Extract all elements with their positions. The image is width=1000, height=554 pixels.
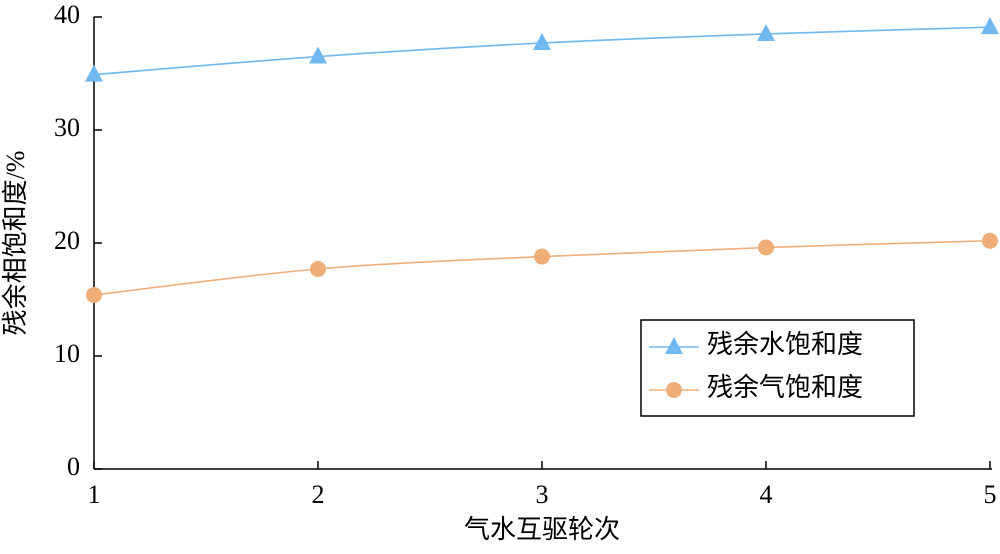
marker xyxy=(757,23,775,41)
marker xyxy=(981,17,999,35)
y-tick-label: 30 xyxy=(54,113,80,142)
marker xyxy=(758,239,774,256)
marker xyxy=(86,286,102,303)
legend-label: 残余水饱和度 xyxy=(707,330,863,359)
y-tick-label: 40 xyxy=(54,0,80,29)
x-tick-label: 5 xyxy=(984,480,997,509)
x-tick-label: 1 xyxy=(88,480,101,509)
legend-box xyxy=(640,319,915,417)
legend-label: 残余气饱和度 xyxy=(707,373,863,402)
marker xyxy=(982,232,998,249)
x-tick-label: 4 xyxy=(760,480,773,509)
x-tick-label: 2 xyxy=(312,480,325,509)
y-tick-label: 10 xyxy=(54,339,80,368)
marker xyxy=(534,248,550,265)
marker xyxy=(85,64,103,82)
legend-marker xyxy=(665,337,683,354)
x-axis-title: 气水互驱轮次 xyxy=(464,515,620,544)
y-axis-title: 残余相饱和度/% xyxy=(1,151,30,336)
y-tick-label: 0 xyxy=(67,452,80,481)
y-tick-label: 20 xyxy=(54,226,80,255)
marker xyxy=(533,32,551,50)
x-tick-label: 3 xyxy=(536,480,549,509)
marker xyxy=(309,46,327,64)
marker xyxy=(310,260,326,277)
legend-marker xyxy=(666,382,682,398)
